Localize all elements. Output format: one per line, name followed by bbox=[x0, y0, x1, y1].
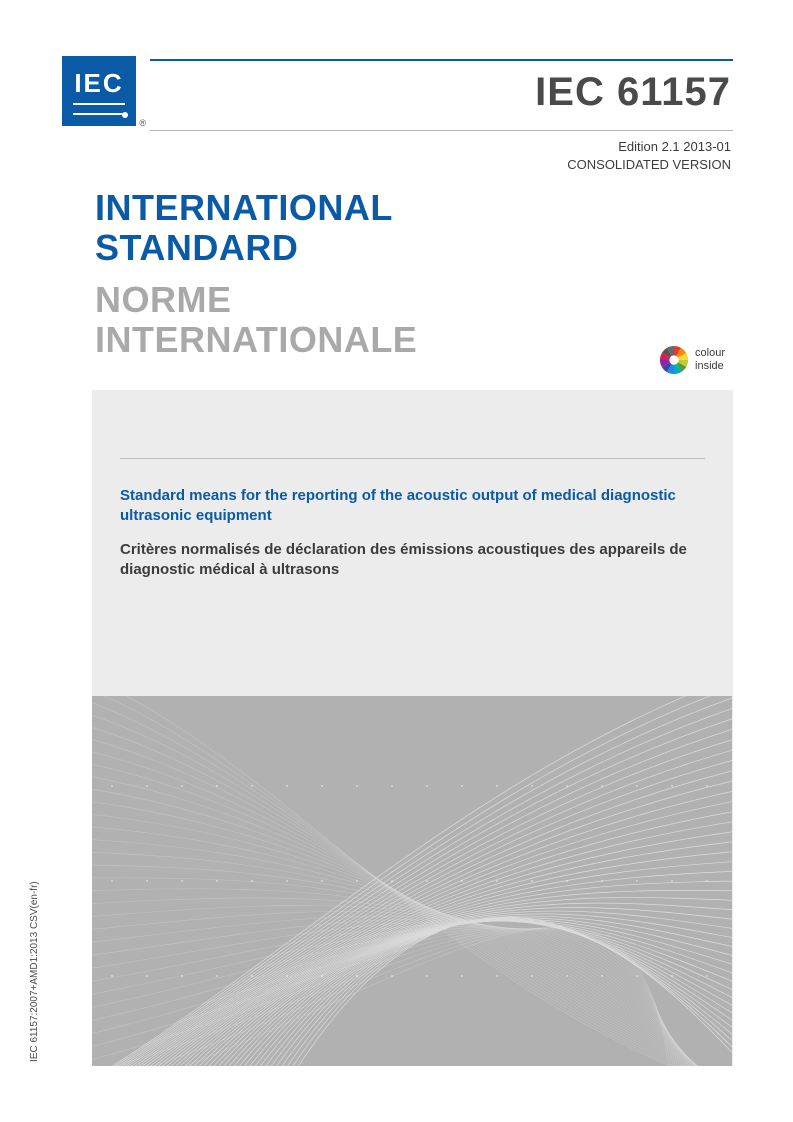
iec-logo: IEC ® bbox=[62, 56, 136, 126]
heading-en-l2: STANDARD bbox=[95, 228, 393, 268]
document-id: IEC 61157 bbox=[535, 70, 731, 115]
colour-inside-badge: colour inside bbox=[659, 345, 725, 375]
edition-line-1: Edition 2.1 2013-01 bbox=[567, 138, 731, 156]
heading-en-l1: INTERNATIONAL bbox=[95, 188, 393, 228]
logo-text: IEC bbox=[74, 68, 123, 99]
title-french: Critères normalisés de déclaration des é… bbox=[120, 540, 693, 581]
heading-fr-l1: NORME bbox=[95, 280, 417, 320]
heading-fr-l2: INTERNATIONALE bbox=[95, 320, 417, 360]
colour-badge-text: colour inside bbox=[695, 347, 725, 372]
panel-rule bbox=[120, 458, 705, 459]
wave-art-icon bbox=[92, 696, 732, 1066]
registered-mark: ® bbox=[139, 118, 146, 128]
heading-french: NORME INTERNATIONALE bbox=[95, 280, 417, 359]
mid-rule bbox=[150, 130, 733, 131]
colour-wheel-icon bbox=[659, 345, 689, 375]
logo-lines-icon bbox=[73, 103, 125, 115]
edition-block: Edition 2.1 2013-01 CONSOLIDATED VERSION bbox=[567, 138, 731, 173]
heading-english: INTERNATIONAL STANDARD bbox=[95, 188, 393, 267]
document-cover: IEC ® IEC 61157 Edition 2.1 2013-01 CONS… bbox=[0, 0, 793, 1122]
edition-line-2: CONSOLIDATED VERSION bbox=[567, 156, 731, 174]
grey-panel: Standard means for the reporting of the … bbox=[92, 390, 733, 1066]
spine-reference: IEC 61157:2007+AMD1:2013 CSV(en-fr) bbox=[29, 881, 40, 1062]
colour-badge-l2: inside bbox=[695, 360, 725, 373]
colour-badge-l1: colour bbox=[695, 347, 725, 360]
top-rule bbox=[150, 59, 733, 61]
title-english: Standard means for the reporting of the … bbox=[120, 486, 693, 527]
